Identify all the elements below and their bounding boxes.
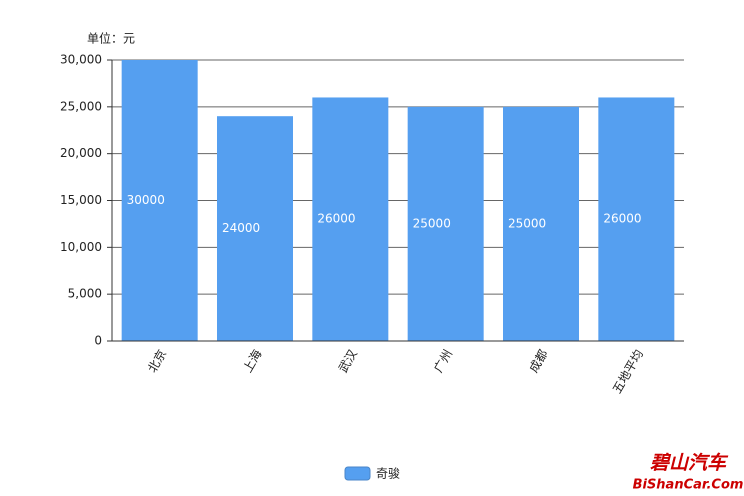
unit-label: 单位：元 xyxy=(87,31,135,46)
y-tick-label: 0 xyxy=(94,334,102,348)
x-tick-label: 北京 xyxy=(145,347,169,375)
y-tick-label: 5,000 xyxy=(68,287,102,301)
watermark: 碧山汽车 xyxy=(650,452,729,474)
bar xyxy=(312,97,389,341)
legend-label: 奇骏 xyxy=(376,467,400,481)
x-tick-label: 上海 xyxy=(240,347,265,375)
value-label: 25000 xyxy=(508,216,546,230)
value-label: 30000 xyxy=(127,193,165,207)
x-tick-label: 广州 xyxy=(431,347,455,375)
bar xyxy=(121,60,198,341)
y-tick-label: 10,000 xyxy=(60,240,102,254)
x-tick-label: 成都 xyxy=(526,347,550,375)
bar xyxy=(503,106,579,341)
x-tick-label: 武汉 xyxy=(336,347,360,375)
y-tick-label: 30,000 xyxy=(60,53,102,67)
y-tick-label: 20,000 xyxy=(60,146,102,160)
bar xyxy=(598,97,675,341)
bar xyxy=(407,106,484,341)
value-label: 26000 xyxy=(603,212,641,226)
x-tick-label: 五地平均 xyxy=(610,347,646,396)
y-tick-label: 15,000 xyxy=(60,193,102,207)
bar xyxy=(217,116,293,341)
legend-swatch xyxy=(344,466,371,481)
value-label: 25000 xyxy=(413,216,451,230)
value-label: 24000 xyxy=(222,221,260,235)
value-label: 26000 xyxy=(317,212,355,226)
y-tick-label: 25,000 xyxy=(60,99,102,113)
watermark: BiShanCar.Com xyxy=(633,478,744,493)
